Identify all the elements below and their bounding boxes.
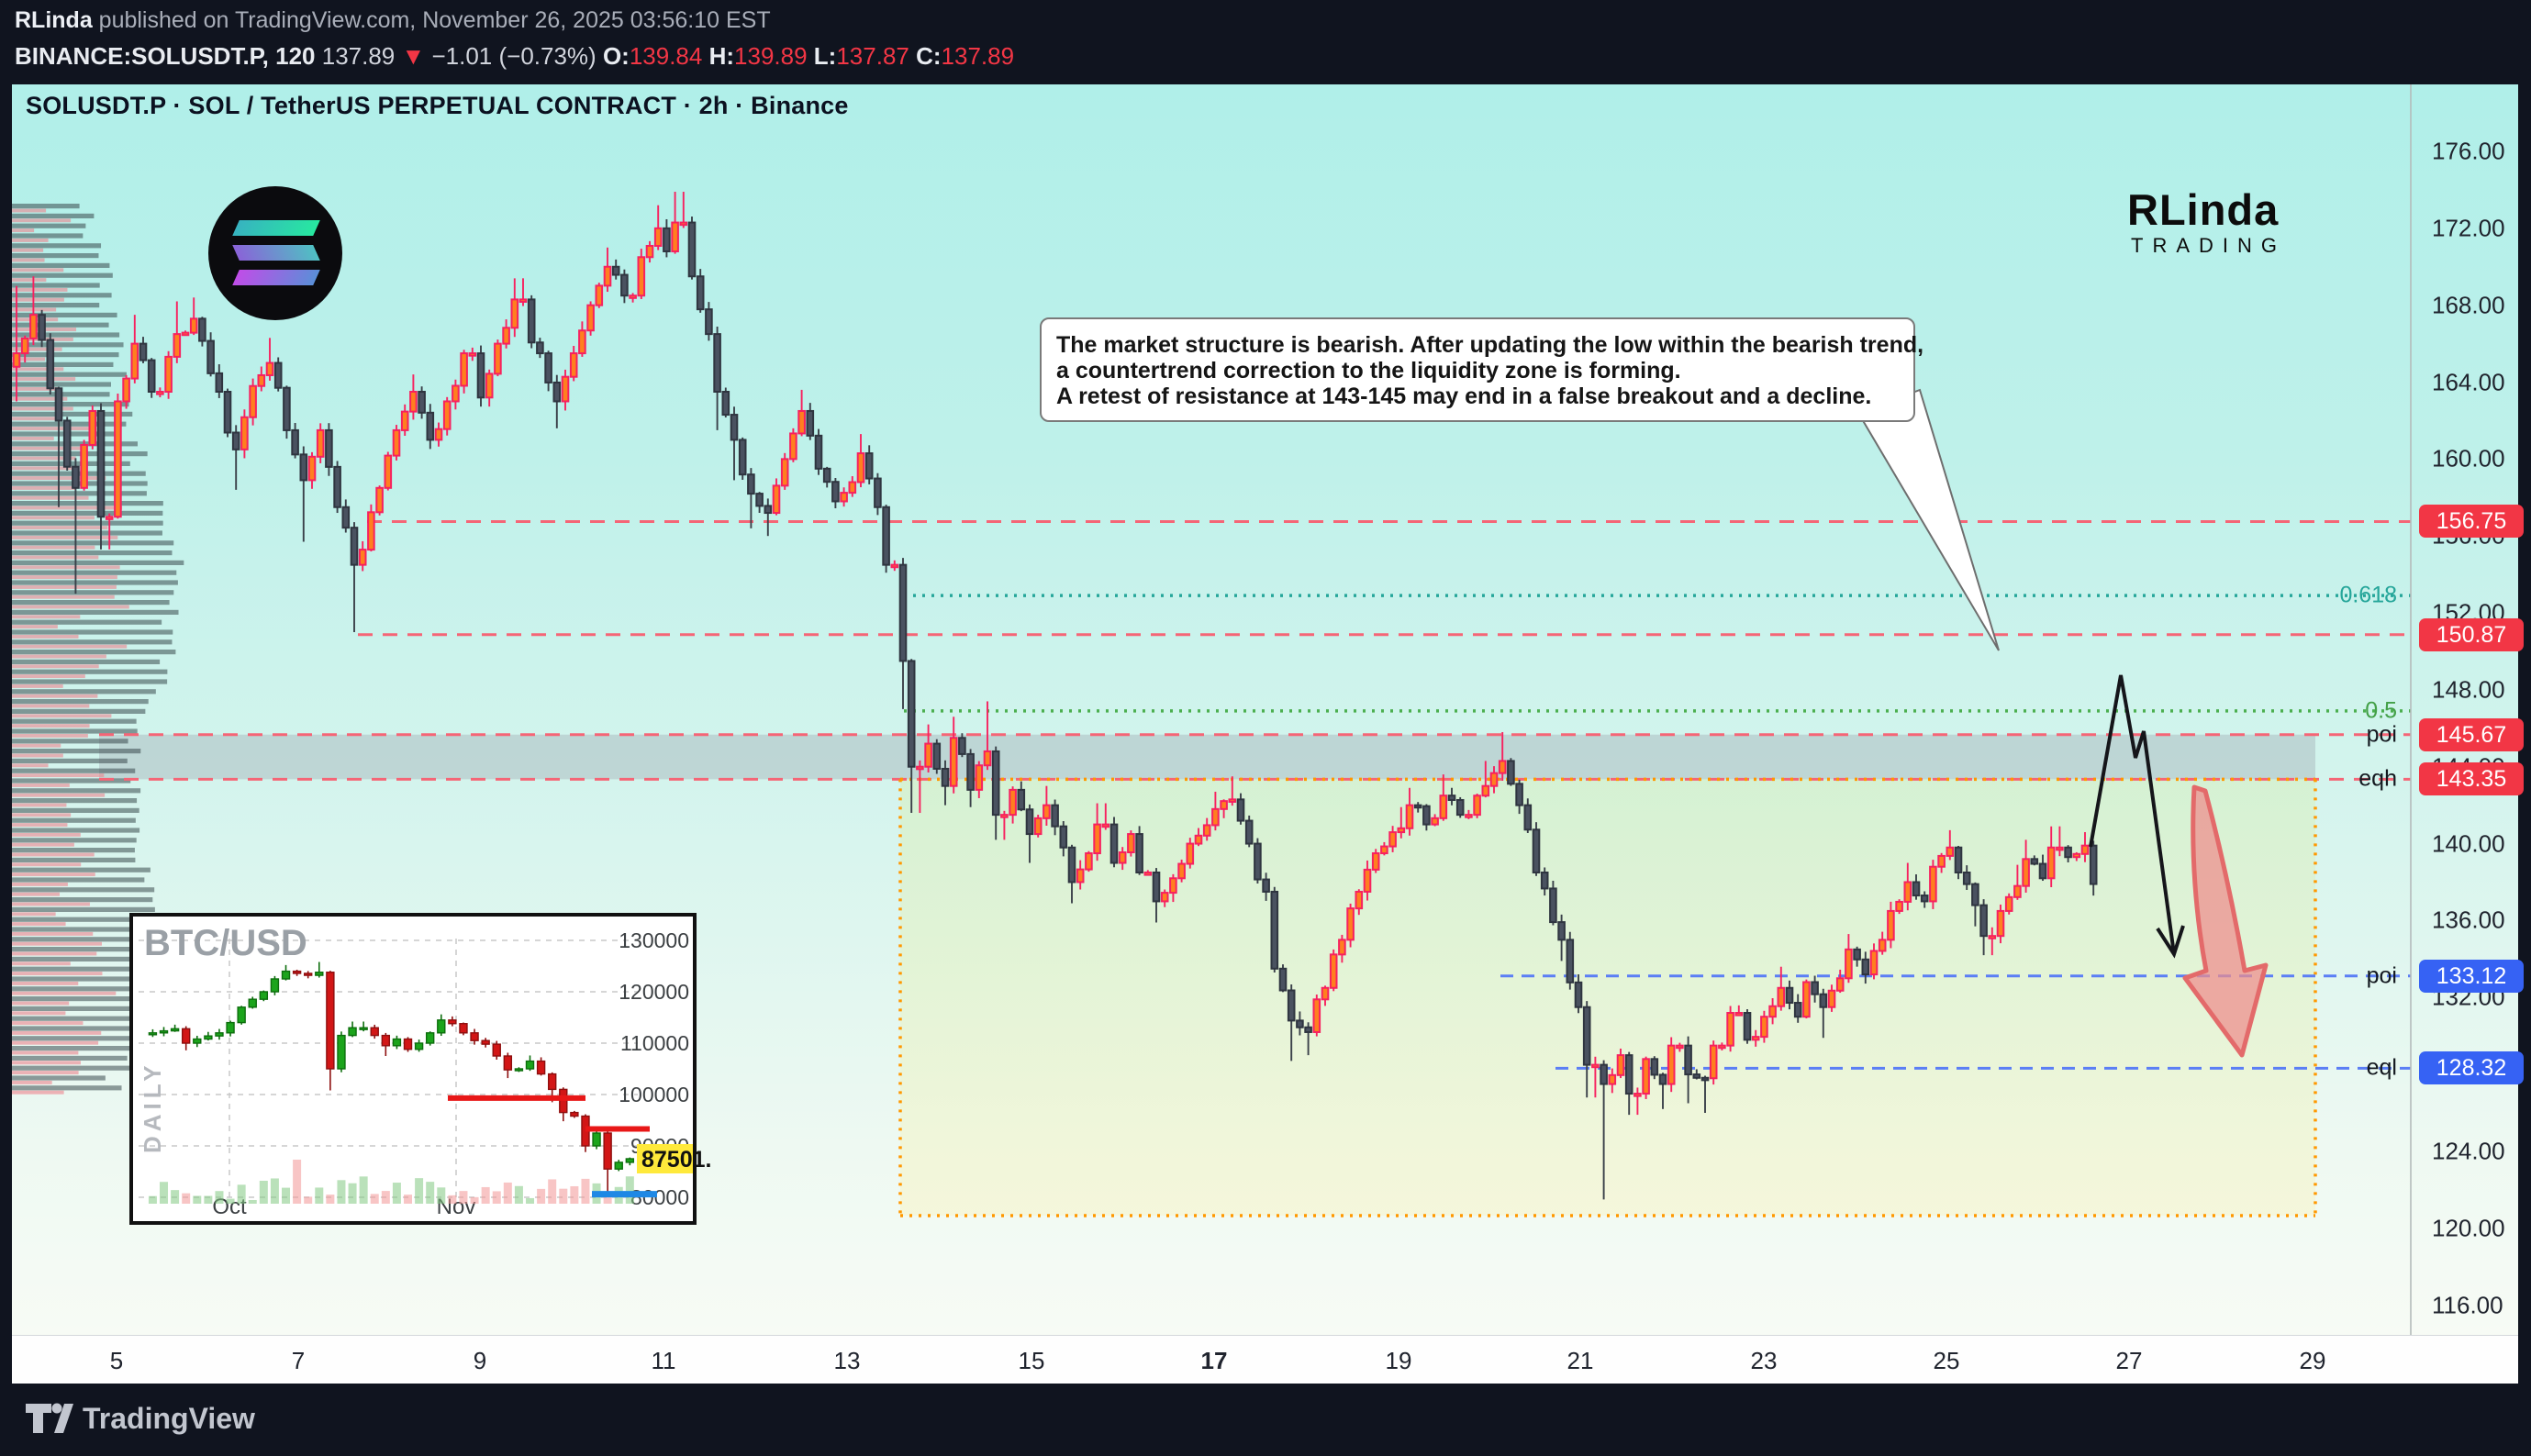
time-axis-strip[interactable]: [12, 1335, 2518, 1384]
price-tick: 120.00: [2432, 1214, 2505, 1242]
level-label-poi: poi: [2366, 962, 2397, 989]
solana-logo-icon: [208, 186, 342, 320]
solana-bar-top: [232, 220, 320, 236]
publish-line: RLinda published on TradingView.com, Nov…: [15, 7, 771, 34]
price-badge: 145.67: [2419, 717, 2524, 751]
chart-background: [12, 84, 2518, 1335]
level-label-0.618: 0.618: [2339, 582, 2397, 608]
publish-text: published on TradingView.com, November 2…: [92, 7, 771, 33]
price-tick: 164.00: [2432, 368, 2505, 396]
price-badge: 150.87: [2419, 617, 2524, 651]
analysis-annotation-box: The market structure is bearish. After u…: [1040, 317, 1924, 422]
rlinda-wordmark: RLinda: [2127, 185, 2280, 234]
level-label-eql: eql: [2366, 1054, 2397, 1081]
footer: TradingView: [0, 1384, 2531, 1451]
price-badge: 143.35: [2419, 762, 2524, 796]
annotation-line: The market structure is bearish. After u…: [1056, 332, 1924, 358]
low-value: 137.87: [836, 42, 909, 70]
time-tick: 19: [1385, 1347, 1412, 1374]
rlinda-trading-watermark: RLinda TRADING: [2127, 188, 2286, 258]
header: RLinda published on TradingView.com, Nov…: [0, 0, 2531, 84]
level-label-poi: poi: [2366, 721, 2397, 748]
open-value: 139.84: [629, 42, 703, 70]
price-badge: 128.32: [2419, 1051, 2524, 1085]
annotation-line: A retest of resistance at 143-145 may en…: [1056, 383, 1872, 409]
price-tick: 116.00: [2432, 1291, 2503, 1319]
level-label-eqh: eqh: [2358, 765, 2397, 792]
price-tick: 124.00: [2432, 1137, 2505, 1165]
tradingview-logo-icon[interactable]: [24, 1400, 75, 1437]
level-label-0.5: 0.5: [2365, 697, 2397, 724]
time-tick: 5: [109, 1347, 124, 1374]
time-tick: 27: [2115, 1347, 2143, 1374]
solana-bar-bottom: [232, 270, 320, 285]
price-tick: 172.00: [2432, 214, 2505, 242]
time-tick: 11: [651, 1347, 676, 1374]
price-badge: 133.12: [2419, 959, 2524, 993]
high-value: 139.89: [734, 42, 808, 70]
chart-title: SOLUSDT.P · SOL / TetherUS PERPETUAL CON…: [26, 92, 849, 119]
time-tick: 29: [2299, 1347, 2326, 1374]
time-tick: 21: [1567, 1347, 1594, 1374]
trading-wordmark: TRADING: [2131, 234, 2286, 257]
close-label: C:: [916, 42, 942, 70]
annotation-line: a countertrend correction to the liquidi…: [1056, 358, 1681, 383]
price-tick: 140.00: [2432, 829, 2505, 858]
low-label: L:: [813, 42, 837, 70]
price-tick: 136.00: [2432, 906, 2505, 934]
time-tick: 17: [1200, 1347, 1228, 1374]
open-label: O:: [602, 42, 630, 70]
author-link[interactable]: RLinda: [15, 7, 93, 33]
time-tick: 9: [473, 1347, 487, 1374]
price-tick: 160.00: [2432, 444, 2505, 472]
price-tick: 148.00: [2432, 675, 2505, 704]
price-badge: 156.75: [2419, 505, 2524, 539]
tradingview-wordmark[interactable]: TradingView: [83, 1402, 255, 1435]
symbol-ohlc-line: BINANCE:SOLUSDT.P, 120 137.89 ▼ −1.01 (−…: [15, 42, 1014, 71]
price-tick: 176.00: [2432, 137, 2505, 165]
symbol-name: BINANCE:SOLUSDT.P, 120: [15, 42, 316, 70]
time-tick: 7: [291, 1347, 306, 1374]
time-tick: 15: [1018, 1347, 1045, 1374]
close-value: 137.89: [941, 42, 1015, 70]
time-tick: 25: [1933, 1347, 1960, 1374]
high-label: H:: [708, 42, 735, 70]
last-price: 137.89: [321, 42, 396, 70]
down-triangle-icon: ▼: [401, 42, 426, 70]
solana-bar-middle: [232, 245, 320, 261]
price-change: −1.01 (−0.73%): [431, 42, 597, 70]
price-tick: 168.00: [2432, 291, 2505, 319]
time-tick: 23: [1750, 1347, 1778, 1374]
time-tick: 13: [833, 1347, 861, 1374]
